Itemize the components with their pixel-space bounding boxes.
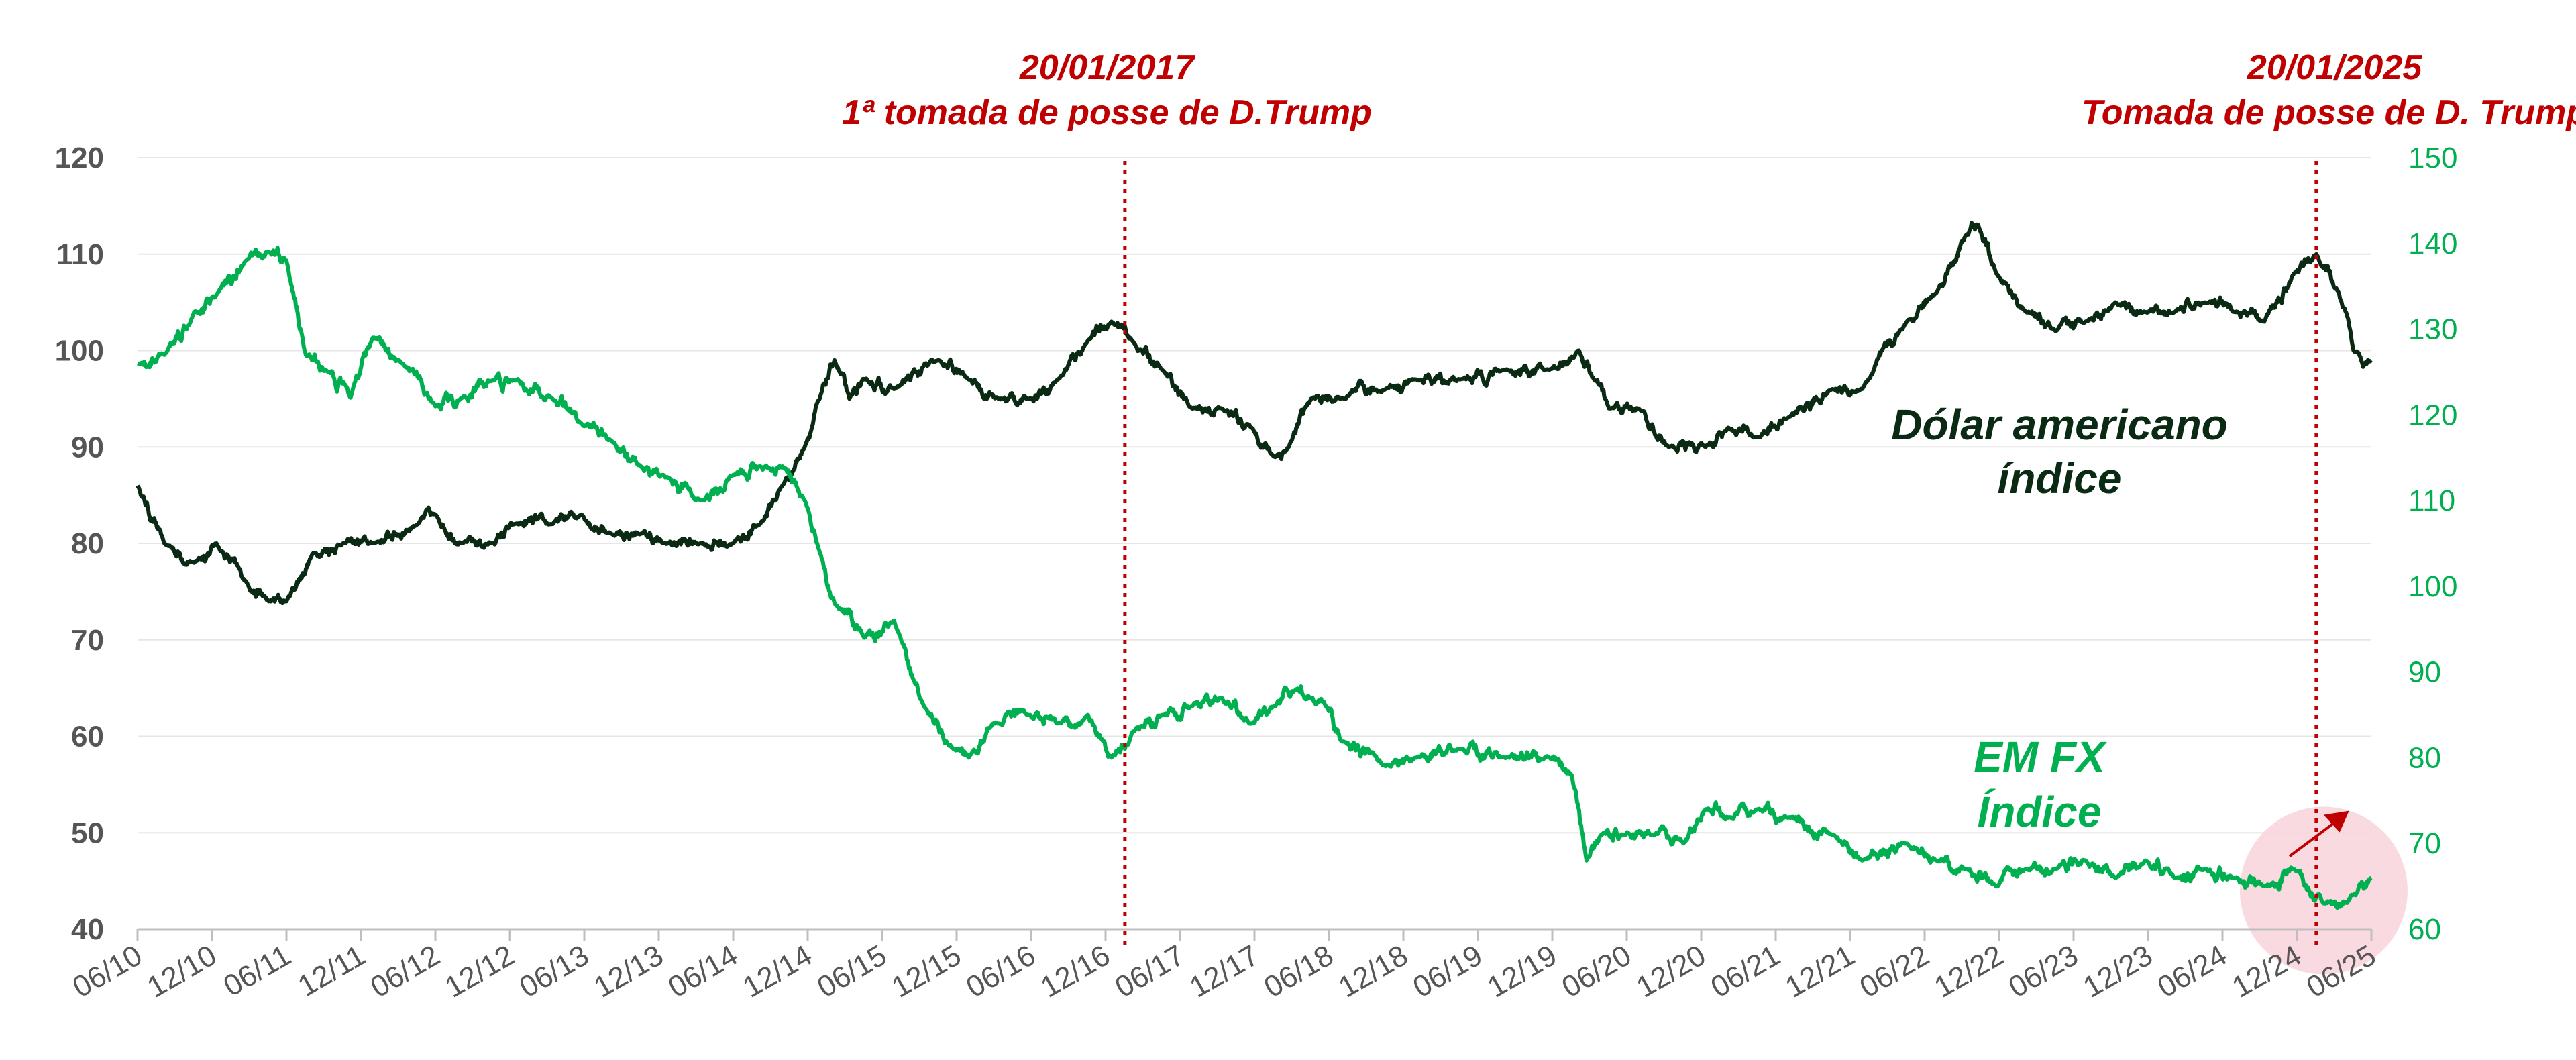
x-tick-label: 06/24 xyxy=(2152,939,2233,1004)
x-tick-label: 06/22 xyxy=(1854,939,1935,1004)
text-layer: 20/01/2017 1ª tomada de posse de D.Trump 2… xyxy=(842,48,2576,857)
x-tick-label: 06/15 xyxy=(812,939,892,1004)
x-tick-label: 06/14 xyxy=(663,939,743,1004)
x-tick-label: 12/22 xyxy=(1929,939,2009,1004)
x-tick-label: 12/11 xyxy=(292,939,371,1003)
y-right-tick-label: 70 xyxy=(2408,827,2441,860)
y-left-tick-label: 90 xyxy=(71,431,104,464)
x-tick-label: 06/13 xyxy=(514,939,594,1004)
highlight-layer xyxy=(2239,806,2408,975)
x-tick-label: 06/20 xyxy=(1556,939,1637,1004)
y-left-tick-label: 70 xyxy=(71,624,104,657)
grid xyxy=(138,157,2371,930)
x-tick-label: 12/16 xyxy=(1035,939,1116,1004)
event-description: 1ª tomada de posse de D.Trump xyxy=(842,93,1372,132)
x-tick-label: 06/21 xyxy=(1705,939,1786,1004)
x-tick-label: 12/13 xyxy=(588,939,669,1004)
x-tick-label: 06/10 xyxy=(67,939,148,1004)
x-tick-label: 12/21 xyxy=(1780,939,1860,1004)
y-right-tick-label: 80 xyxy=(2408,741,2441,774)
emfx-label: EM FX xyxy=(1974,733,2107,781)
y-right-tick-label: 120 xyxy=(2408,399,2457,431)
x-tick-label: 06/11 xyxy=(218,939,297,1003)
up-arrow-icon xyxy=(2323,810,2349,833)
x-tick-label: 12/18 xyxy=(1333,939,1413,1004)
x-tick-label: 06/16 xyxy=(961,939,1041,1004)
y-left-tick-label: 110 xyxy=(56,238,104,271)
y-right-tick-label: 90 xyxy=(2408,656,2441,689)
event-description: Tomada de posse de D. Trump xyxy=(2082,93,2576,132)
x-tick-label: 12/10 xyxy=(142,939,222,1004)
usd-label: índice xyxy=(1998,454,2122,502)
y-right-tick-label: 100 xyxy=(2408,570,2457,603)
up-arrow-shaft xyxy=(2288,818,2340,857)
emfx-index-line xyxy=(136,246,2373,910)
x-tick-label: 06/19 xyxy=(1407,939,1488,1004)
y-right-tick-label: 60 xyxy=(2408,913,2441,946)
y-right-tick-label: 130 xyxy=(2408,313,2457,346)
y-right-tick-label: 140 xyxy=(2408,227,2457,260)
y-left-tick-label: 40 xyxy=(71,913,104,946)
x-tick-label: 12/14 xyxy=(737,939,818,1004)
x-tick-label: 06/23 xyxy=(2003,939,2084,1004)
event-lines xyxy=(1123,161,2318,949)
x-tick-label: 06/18 xyxy=(1258,939,1339,1004)
axes: 40 50 60 70 80 90 100 110 120 60 70 80 90 100 110 120 13… xyxy=(55,142,2458,1004)
usd-label: Dólar americano xyxy=(1891,401,2228,449)
highlight-circle xyxy=(2239,806,2408,975)
y-left-tick-label: 100 xyxy=(55,335,104,368)
x-tick-label: 12/20 xyxy=(1631,939,1711,1004)
x-tick-label: 12/15 xyxy=(886,939,967,1004)
emfx-label: Índice xyxy=(1978,788,2102,836)
series-layer xyxy=(136,221,2373,910)
x-tick-label: 12/19 xyxy=(1482,939,1562,1004)
y-left-tick-label: 50 xyxy=(71,816,104,849)
y-left-tick-label: 60 xyxy=(71,721,104,753)
x-tick-label: 12/23 xyxy=(2078,939,2158,1004)
x-tick-label: 06/12 xyxy=(365,939,445,1004)
y-left-tick-label: 80 xyxy=(71,527,104,560)
event-date: 20/01/2017 xyxy=(1019,48,1195,87)
y-right-tick-label: 110 xyxy=(2408,484,2455,517)
x-tick-label: 06/17 xyxy=(1110,939,1190,1004)
x-tick-label: 12/12 xyxy=(439,939,520,1004)
event-date: 20/01/2025 xyxy=(2247,48,2422,87)
x-tick-label: 12/17 xyxy=(1184,939,1265,1004)
y-right-tick-label: 150 xyxy=(2408,142,2457,174)
usd-index-line xyxy=(136,221,2373,606)
y-left-tick-label: 120 xyxy=(55,142,104,174)
